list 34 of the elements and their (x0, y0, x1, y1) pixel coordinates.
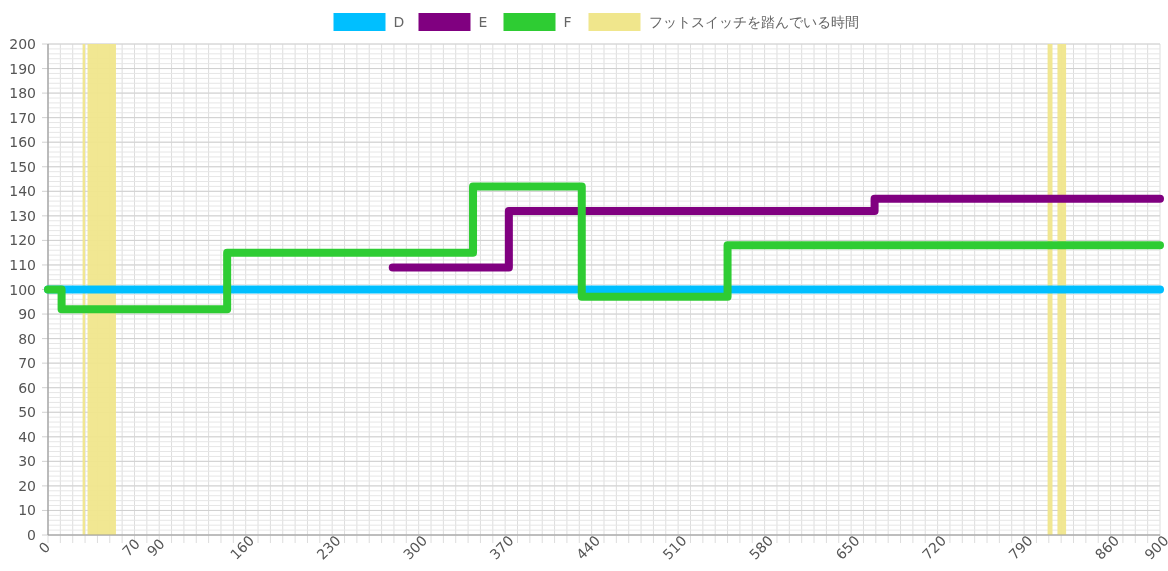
x-tick-label: 860 (1091, 532, 1123, 563)
y-tick-label: 50 (18, 404, 36, 421)
y-tick-label: 30 (18, 453, 36, 470)
y-tick-label: 200 (9, 36, 36, 52)
legend-label: D (393, 14, 405, 30)
x-tick-label: 720 (918, 532, 950, 563)
x-tick-label: 440 (573, 532, 604, 563)
y-tick-label: 130 (9, 207, 36, 224)
y-tick-label: 80 (18, 330, 36, 347)
y-tick-label: 140 (9, 183, 36, 200)
y-tick-label: 170 (9, 109, 36, 126)
y-tick-label: 60 (18, 379, 36, 396)
y-tick-label: 190 (9, 60, 36, 77)
x-tick-label: 650 (832, 532, 863, 563)
y-tick-label: 70 (18, 355, 36, 372)
y-tick-label: 120 (9, 232, 36, 249)
y-tick-label: 150 (9, 158, 36, 175)
legend-label: E (478, 14, 488, 30)
y-tick-label: 10 (18, 502, 36, 519)
legend-label: F (563, 14, 572, 30)
y-tick-label: 90 (18, 306, 36, 323)
y-tick-label: 160 (9, 134, 36, 151)
y-tick-label: 100 (9, 281, 36, 298)
y-tick-label: 20 (18, 477, 36, 494)
y-tick-label: 180 (9, 85, 36, 102)
y-tick-label: 110 (9, 256, 36, 273)
x-tick-label: 90 (143, 535, 168, 560)
x-tick-label: 790 (1005, 532, 1036, 563)
x-tick-label: 160 (227, 532, 258, 563)
x-tick-label: 70 (118, 535, 143, 560)
legend-label: フットスイッチを踏んでいる時間 (648, 14, 859, 30)
x-tick-label: 0 (35, 538, 54, 557)
x-tick-label: 900 (1141, 532, 1168, 563)
y-tick-label: 40 (18, 428, 36, 445)
